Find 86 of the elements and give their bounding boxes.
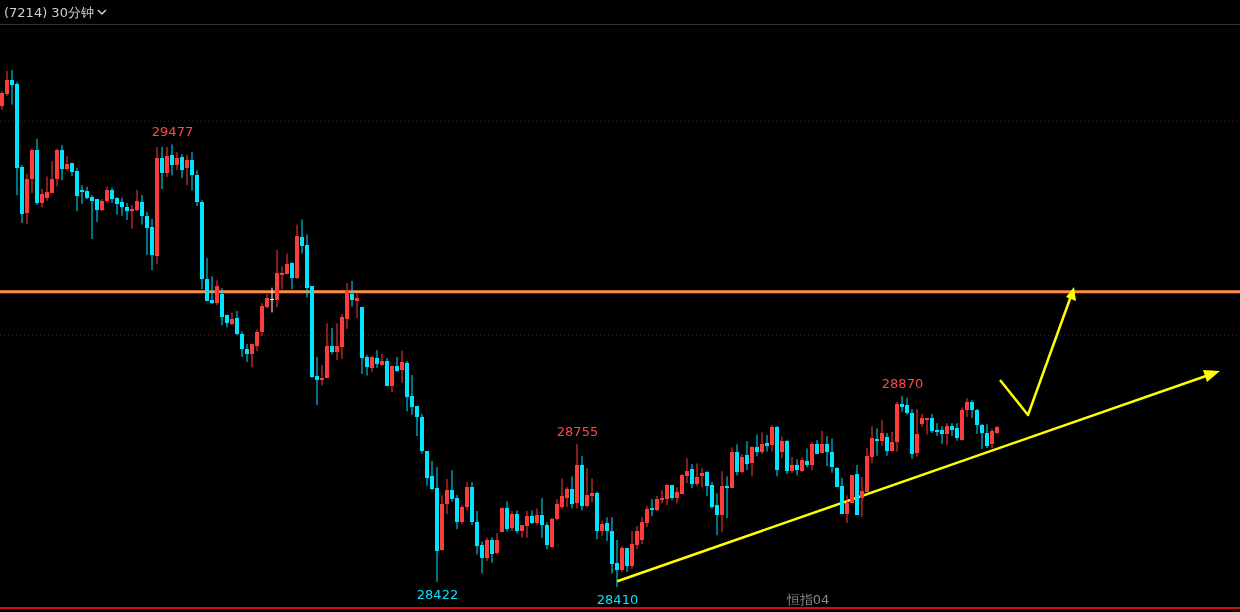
candlestick xyxy=(60,144,64,181)
candlestick xyxy=(485,537,489,562)
candlestick xyxy=(625,547,629,573)
candlestick xyxy=(140,194,144,226)
candlestick xyxy=(190,151,194,191)
candlestick xyxy=(175,151,179,171)
candlestick xyxy=(795,458,799,476)
candlestick xyxy=(515,509,519,534)
candlestick xyxy=(320,364,324,386)
candlestick xyxy=(980,423,984,450)
candlestick xyxy=(540,497,544,539)
candlestick xyxy=(830,438,834,474)
candlestick xyxy=(380,353,384,367)
candlestick xyxy=(235,310,239,336)
candlestick xyxy=(975,408,979,435)
candlestick xyxy=(490,536,494,564)
candlestick xyxy=(735,443,739,476)
candlestick xyxy=(500,506,504,533)
candlestick xyxy=(180,153,184,179)
candlestick xyxy=(535,507,539,526)
candlestick xyxy=(965,397,969,418)
annotation: 28870 xyxy=(881,376,924,392)
text: 恒指04 xyxy=(785,592,830,607)
candlestick xyxy=(765,434,769,453)
candlestick xyxy=(845,494,849,524)
chart-title: (7214) 30分钟 xyxy=(4,5,94,20)
candlestick xyxy=(690,463,694,489)
candlestick xyxy=(170,143,174,176)
annotation: 28410 xyxy=(596,592,639,607)
candlestick xyxy=(505,500,509,532)
candlestick xyxy=(510,510,514,532)
candlestick xyxy=(270,287,274,313)
candlestick xyxy=(330,327,334,355)
candlestick xyxy=(650,498,654,517)
candlestick xyxy=(695,462,699,487)
candlestick xyxy=(605,516,609,542)
candlestick xyxy=(985,423,989,449)
candlestick xyxy=(770,424,774,453)
candlestick xyxy=(755,433,759,457)
candlestick xyxy=(810,441,814,471)
annotation: 28755 xyxy=(556,423,599,439)
candlestick xyxy=(740,453,744,474)
candlestick xyxy=(375,349,379,369)
candlestick xyxy=(165,146,169,178)
candlestick xyxy=(530,509,534,525)
candlestick xyxy=(185,154,189,186)
candlestick xyxy=(290,261,294,290)
candlestick xyxy=(880,419,884,447)
candlestick xyxy=(750,445,754,477)
candlestick xyxy=(760,431,764,455)
candlestick xyxy=(700,467,704,488)
candlestick xyxy=(445,478,449,515)
candlestick xyxy=(620,545,624,573)
candlestick xyxy=(745,440,749,471)
candlestick xyxy=(915,408,919,458)
candlestick xyxy=(725,475,729,519)
candlestick xyxy=(790,456,794,474)
candlestick xyxy=(875,427,879,457)
candlestick xyxy=(780,436,784,459)
candlestick xyxy=(945,422,949,446)
candlestick xyxy=(970,399,974,419)
candlestick xyxy=(245,343,249,363)
candlestick xyxy=(600,520,604,537)
candlestick xyxy=(805,447,809,468)
annotation: 28422 xyxy=(416,586,459,602)
candlestick xyxy=(570,475,574,509)
candlestick xyxy=(355,293,359,319)
candlestick xyxy=(65,155,69,172)
candlestick xyxy=(395,356,399,373)
candlestick xyxy=(125,202,129,221)
candlestick xyxy=(885,432,889,457)
candlestick xyxy=(230,311,234,326)
candlestick xyxy=(350,280,354,308)
candlestick xyxy=(820,430,824,455)
candlestick xyxy=(465,481,469,511)
candlestick xyxy=(400,350,404,384)
candlestick xyxy=(890,431,894,453)
candlestick xyxy=(825,435,829,467)
candlestick xyxy=(390,364,394,393)
candlestick xyxy=(215,279,219,306)
candlestick xyxy=(160,146,164,190)
candlestick xyxy=(545,521,549,550)
candlestick xyxy=(460,504,464,525)
candlestick xyxy=(495,532,499,555)
annotation: 29477 xyxy=(151,124,194,140)
candlestick xyxy=(240,331,244,358)
